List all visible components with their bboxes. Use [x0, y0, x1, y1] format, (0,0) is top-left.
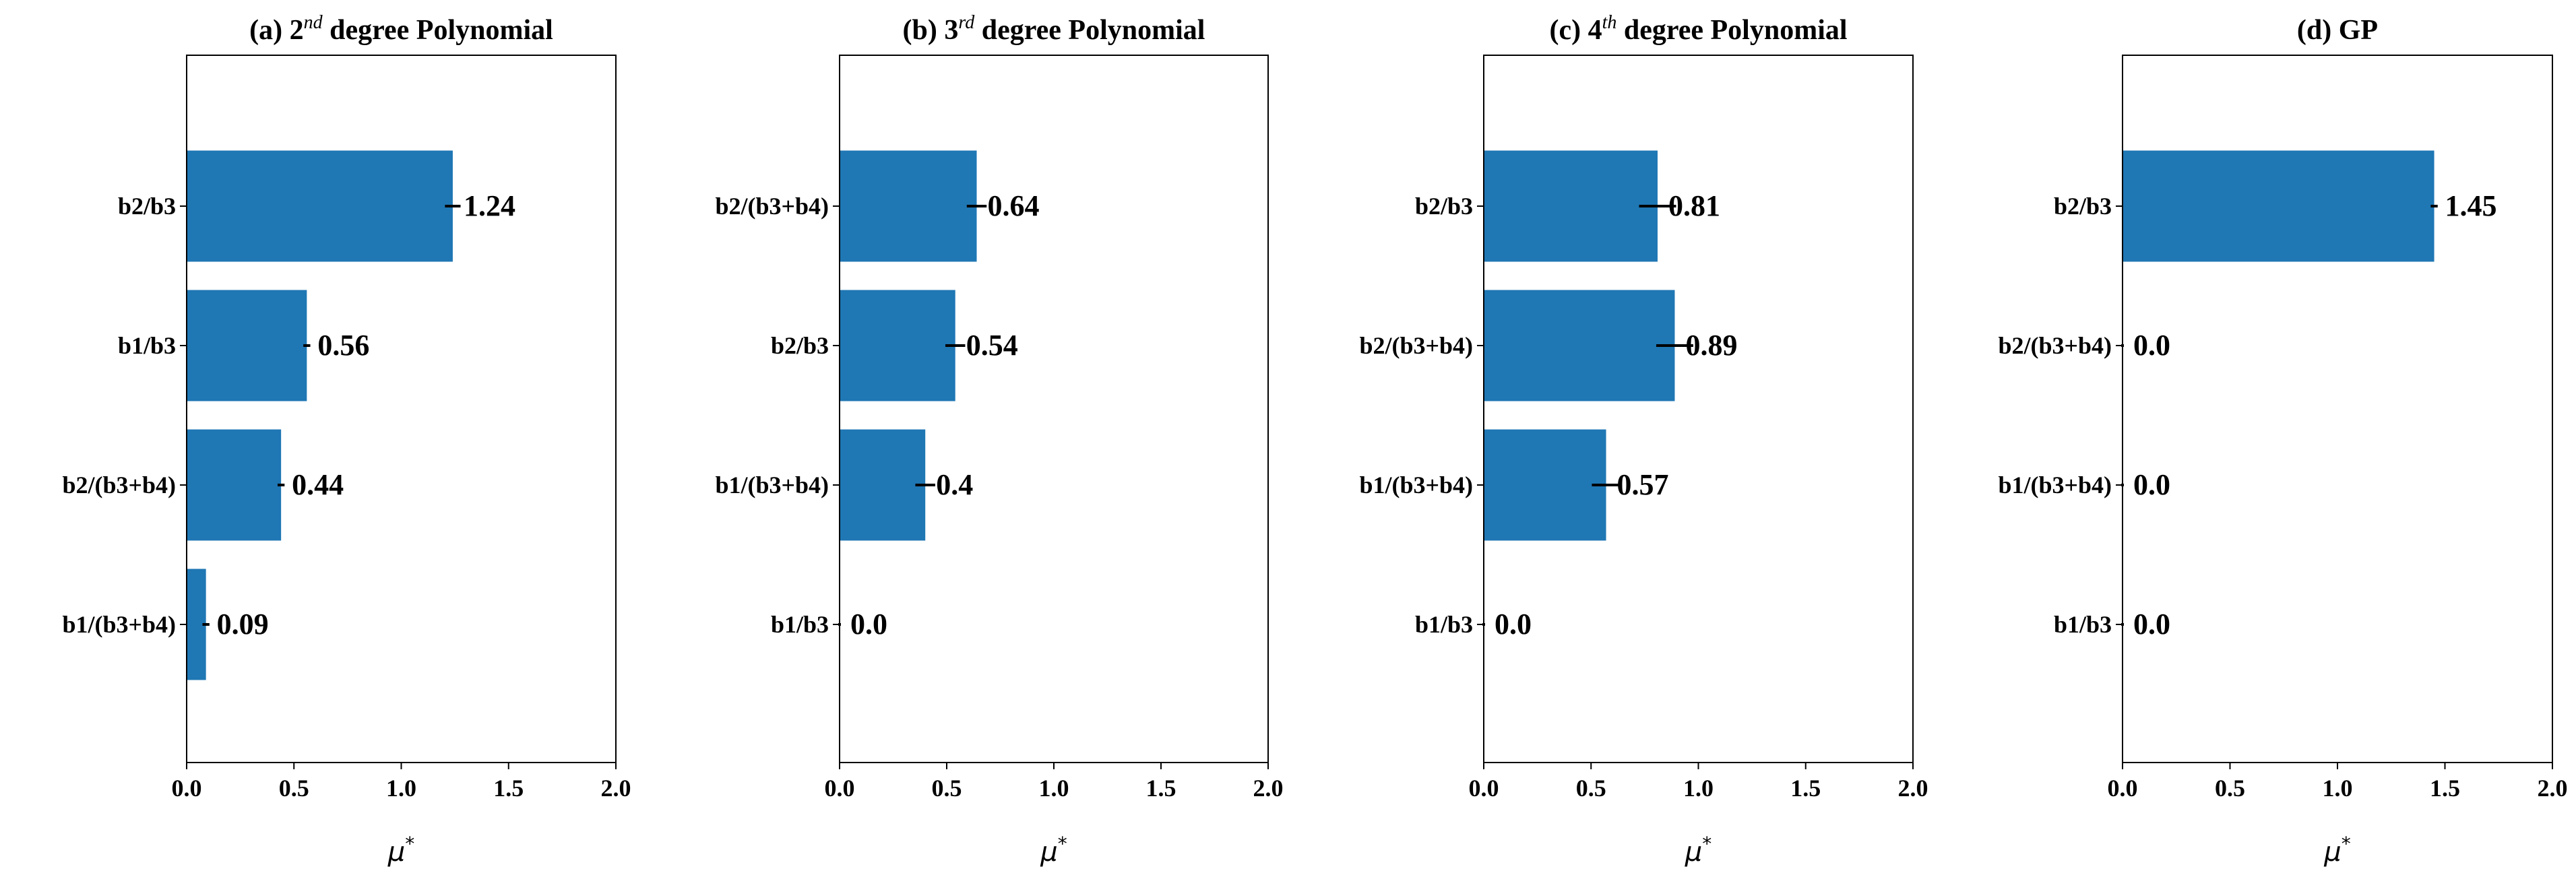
x-axis-label-superscript: * — [1702, 833, 1711, 855]
data-label: 0.0 — [850, 608, 887, 641]
chart-panel-1: (a) 2nd degree Polynomial 1.24 b2/b3 0.56 b1… — [62, 12, 631, 868]
data-label: 0.44 — [292, 468, 344, 501]
chart-panel-2: (b) 3rd degree Polynomial 0.64 b2/(b3+b4) 0… — [715, 12, 1283, 868]
x-tick-label: 1.5 — [1790, 775, 1821, 802]
y-tick-label: b2/(b3+b4) — [1359, 332, 1473, 359]
y-tick-label: b1/b3 — [1415, 611, 1473, 638]
x-axis-label-symbol: μ — [1685, 837, 1702, 868]
chart-panel-4: (d) GP 1.45 b2/b3 0.0 b2/(b3+b4) 0.0 b1/(b3+b4… — [1998, 15, 2567, 868]
y-tick-label: b1/b3 — [118, 332, 176, 359]
y-tick-label: b1/b3 — [2054, 611, 2112, 638]
bar — [187, 290, 307, 401]
y-tick-label: b2/b3 — [118, 193, 176, 220]
bar — [2123, 150, 2434, 262]
data-label: 1.45 — [2445, 189, 2497, 222]
x-axis-label: μ* — [2323, 833, 2350, 868]
x-tick-label: 1.0 — [386, 775, 416, 802]
x-tick-label: 1.5 — [493, 775, 524, 802]
chart-title-superscript: nd — [304, 12, 323, 33]
y-tick-label: b2/(b3+b4) — [62, 472, 176, 498]
data-label: 0.4 — [936, 468, 973, 501]
chart-title-superscript: th — [1602, 12, 1617, 33]
x-axis-label: μ* — [387, 833, 414, 868]
chart-title-suffix: degree Polynomial — [1616, 15, 1847, 46]
bar — [187, 150, 453, 262]
x-tick-label: 0.5 — [932, 775, 962, 802]
x-axis-label-superscript: * — [2342, 833, 2351, 855]
y-tick-label: b2/(b3+b4) — [1998, 332, 2112, 359]
data-label: 0.89 — [1685, 329, 1737, 362]
bar — [1484, 150, 1658, 262]
y-tick-label: b1/b3 — [771, 611, 829, 638]
chart-title-prefix: (d) GP — [2297, 15, 2378, 46]
x-tick-label: 0.5 — [279, 775, 309, 802]
data-label: 1.24 — [464, 189, 515, 222]
y-tick-label: b2/(b3+b4) — [715, 193, 829, 220]
bar — [840, 150, 977, 262]
data-label: 0.54 — [966, 329, 1018, 362]
x-tick-label: 0.0 — [2108, 775, 2138, 802]
y-tick-label: b1/(b3+b4) — [62, 611, 176, 638]
data-label: 0.57 — [1617, 468, 1669, 501]
data-label: 0.0 — [2133, 329, 2170, 362]
x-tick-label: 0.0 — [1469, 775, 1499, 802]
x-tick-label: 1.5 — [2430, 775, 2460, 802]
x-tick-label: 0.0 — [172, 775, 202, 802]
x-tick-label: 1.0 — [2323, 775, 2353, 802]
chart-title-prefix: (c) 4 — [1549, 15, 1602, 46]
bar — [1484, 290, 1675, 401]
chart-title: (a) 2nd degree Polynomial — [249, 12, 553, 46]
x-axis-label: μ* — [1040, 833, 1067, 868]
chart-title-superscript: rd — [958, 12, 975, 33]
x-tick-label: 1.5 — [1146, 775, 1176, 802]
y-tick-label: b1/(b3+b4) — [1998, 472, 2112, 498]
y-tick-label: b1/(b3+b4) — [715, 472, 829, 498]
chart-title: (b) 3rd degree Polynomial — [903, 12, 1205, 46]
x-tick-label: 0.5 — [1576, 775, 1606, 802]
x-tick-label: 0.5 — [2215, 775, 2245, 802]
data-label: 0.0 — [2133, 608, 2170, 641]
bar — [840, 429, 926, 541]
data-label: 0.81 — [1668, 189, 1720, 222]
data-label: 0.09 — [217, 608, 269, 641]
data-label: 0.0 — [1495, 608, 1532, 641]
x-tick-label: 2.0 — [1253, 775, 1284, 802]
chart-title-suffix: degree Polynomial — [974, 15, 1205, 46]
x-axis-label-symbol: μ — [387, 837, 405, 868]
x-tick-label: 2.0 — [2538, 775, 2568, 802]
chart-title-prefix: (b) 3 — [903, 15, 959, 46]
x-axis-label-symbol: μ — [1040, 837, 1057, 868]
y-tick-label: b1/(b3+b4) — [1359, 472, 1473, 498]
chart-title-prefix: (a) 2 — [249, 15, 303, 46]
chart-title: (c) 4th degree Polynomial — [1549, 12, 1847, 46]
bar — [187, 429, 282, 541]
chart-title: (d) GP — [2297, 15, 2378, 46]
x-axis-label: μ* — [1685, 833, 1711, 868]
x-tick-label: 2.0 — [1898, 775, 1928, 802]
chart-title-suffix: degree Polynomial — [323, 15, 553, 46]
data-label: 0.56 — [317, 329, 369, 362]
x-axis-label-superscript: * — [1058, 833, 1067, 855]
bar — [1484, 429, 1606, 541]
chart-panel-3: (c) 4th degree Polynomial 0.81 b2/b3 0.89 b2… — [1359, 12, 1928, 868]
data-label: 0.0 — [2133, 468, 2170, 501]
x-tick-label: 0.0 — [825, 775, 855, 802]
x-axis-label-superscript: * — [405, 833, 414, 855]
y-tick-label: b2/b3 — [1415, 193, 1473, 220]
x-axis-label-symbol: μ — [2323, 837, 2341, 868]
data-label: 0.64 — [988, 189, 1040, 222]
x-tick-label: 1.0 — [1039, 775, 1069, 802]
y-tick-label: b2/b3 — [2054, 193, 2112, 220]
x-tick-label: 1.0 — [1683, 775, 1714, 802]
bar — [840, 290, 955, 401]
y-tick-label: b2/b3 — [771, 332, 829, 359]
x-tick-label: 2.0 — [601, 775, 631, 802]
